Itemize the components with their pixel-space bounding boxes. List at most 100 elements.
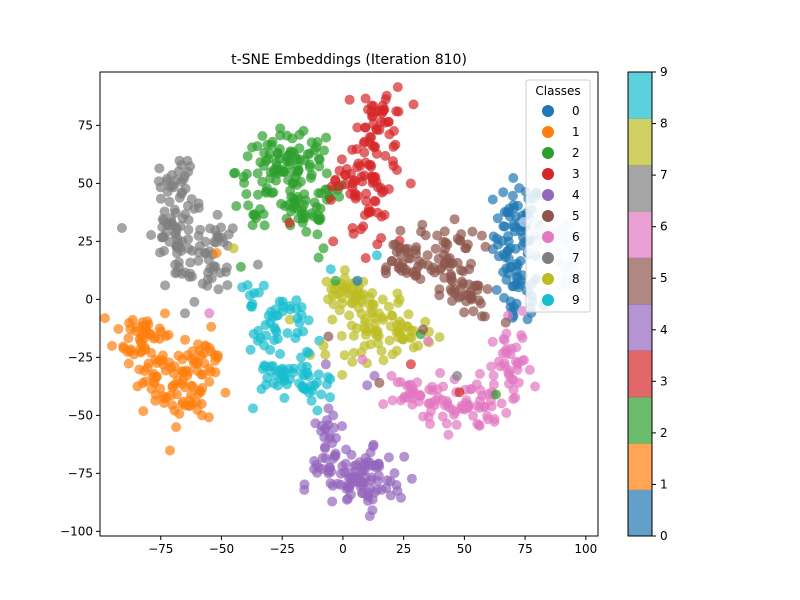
point-class-6	[500, 361, 510, 372]
point-class-8	[284, 314, 295, 325]
point-class-8	[328, 299, 339, 310]
point-class-3	[380, 150, 391, 161]
point-class-8	[403, 309, 414, 320]
point-class-5	[459, 307, 470, 318]
point-class-2	[262, 139, 273, 150]
point-class-3	[347, 223, 358, 233]
point-class-7	[154, 163, 165, 174]
point-class-4	[360, 453, 371, 463]
point-class-9	[322, 379, 332, 390]
point-class-2	[292, 167, 303, 178]
point-class-0	[498, 221, 509, 232]
point-class-0	[505, 296, 516, 307]
point-class-8	[367, 288, 378, 298]
point-stray	[328, 236, 339, 247]
point-class-4	[351, 460, 362, 471]
point-class-1	[165, 445, 175, 456]
point-class-3	[336, 154, 347, 165]
point-class-9	[306, 395, 317, 406]
point-class-8	[392, 288, 403, 299]
point-class-9	[245, 344, 256, 355]
point-class-7	[162, 176, 172, 187]
point-class-4	[389, 468, 400, 479]
point-class-5	[438, 249, 449, 260]
point-class-3	[334, 165, 345, 176]
colorbar-segment-9	[628, 72, 652, 119]
point-class-5	[395, 225, 406, 236]
point-class-3	[383, 117, 394, 127]
point-class-7	[193, 230, 204, 241]
point-class-6	[482, 414, 493, 425]
point-class-4	[320, 441, 331, 452]
point-stray	[235, 261, 246, 272]
point-class-0	[503, 207, 514, 218]
point-class-1	[167, 382, 178, 393]
legend-marker-1	[542, 126, 554, 138]
point-class-7	[182, 155, 193, 166]
point-class-2	[231, 201, 242, 212]
point-class-9	[294, 318, 305, 328]
point-class-2	[300, 195, 311, 206]
point-class-1	[152, 371, 162, 382]
point-class-5	[475, 298, 486, 309]
point-class-7	[176, 268, 187, 279]
point-class-2	[285, 185, 296, 196]
point-class-2	[275, 123, 286, 134]
x-tick-label: −75	[148, 542, 173, 556]
point-class-7	[169, 204, 180, 215]
point-class-2	[308, 211, 319, 222]
point-class-8	[378, 314, 389, 325]
point-class-7	[116, 223, 127, 233]
point-stray	[517, 306, 528, 316]
point-class-0	[487, 194, 498, 205]
point-class-2	[312, 229, 323, 240]
point-class-6	[429, 400, 440, 411]
point-class-8	[364, 299, 375, 310]
point-class-3	[390, 139, 401, 150]
point-class-2	[301, 226, 312, 237]
point-class-7	[186, 194, 197, 205]
legend-frame	[525, 79, 591, 313]
point-class-1	[99, 313, 110, 324]
point-stray	[371, 250, 382, 261]
point-class-6	[517, 333, 528, 343]
point-class-2	[321, 132, 332, 143]
point-class-5	[439, 226, 450, 237]
point-class-9	[278, 371, 289, 382]
point-class-7	[159, 206, 170, 217]
legend-label-1: 1	[572, 125, 580, 139]
scatter-points	[99, 82, 582, 522]
point-class-5	[430, 243, 441, 254]
point-class-7	[185, 257, 196, 268]
point-stray	[454, 387, 465, 398]
point-class-3	[344, 94, 355, 105]
point-class-2	[284, 159, 295, 170]
point-class-8	[344, 310, 355, 321]
point-class-1	[180, 334, 191, 345]
point-class-4	[371, 462, 382, 473]
point-class-9	[312, 405, 323, 416]
point-class-0	[491, 285, 502, 295]
y-tick-label: 0	[85, 292, 93, 306]
point-class-6	[399, 391, 410, 402]
point-class-4	[317, 420, 327, 431]
y-tick-label: −75	[68, 466, 93, 480]
point-class-2	[319, 145, 329, 156]
point-class-1	[184, 400, 195, 411]
legend-label-4: 4	[572, 188, 580, 202]
point-class-4	[367, 505, 378, 516]
point-class-8	[360, 314, 371, 325]
point-class-5	[391, 246, 402, 257]
legend-marker-0	[542, 105, 554, 117]
point-class-1	[187, 346, 198, 357]
point-class-2	[247, 142, 258, 153]
point-stray	[223, 229, 234, 240]
point-class-2	[289, 196, 300, 206]
point-class-6	[530, 381, 541, 392]
point-class-9	[282, 328, 293, 339]
point-class-0	[492, 233, 502, 244]
point-class-4	[329, 422, 340, 433]
point-class-2	[286, 206, 297, 217]
point-class-7	[193, 202, 204, 213]
point-class-1	[129, 349, 139, 360]
